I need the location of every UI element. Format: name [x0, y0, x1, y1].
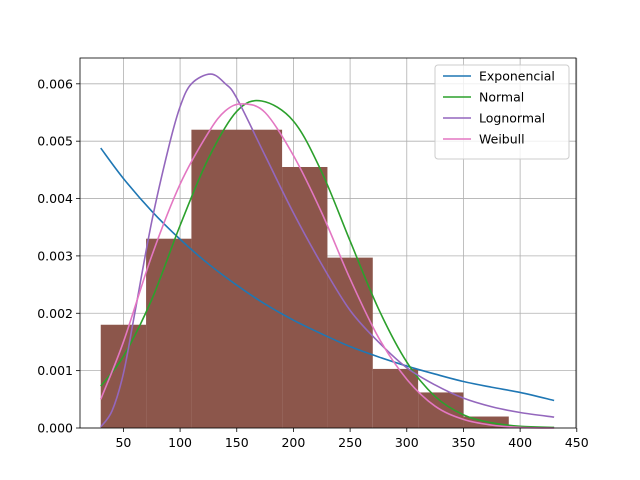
- legend-label: Weibull: [479, 132, 525, 147]
- histogram-bar: [282, 166, 328, 428]
- y-tick-label: 0.004: [37, 191, 73, 206]
- series-line-exponencial: [100, 147, 555, 402]
- y-tick-label: 0.003: [37, 248, 73, 263]
- y-tick-label: 0.002: [37, 306, 73, 321]
- histogram-bar: [191, 129, 283, 428]
- y-tick-label: 0.006: [37, 76, 73, 91]
- y-tick-label: 0.001: [37, 363, 73, 378]
- x-tick-label: 150: [225, 435, 249, 450]
- x-tick-label: 350: [452, 435, 476, 450]
- x-tick-label: 250: [338, 435, 362, 450]
- x-tick-label: 450: [565, 435, 589, 450]
- legend-label: Exponencial: [479, 69, 555, 84]
- x-tick-label: 400: [508, 435, 532, 450]
- legend: Exponencial Normal Lognormal Weibull: [434, 64, 570, 160]
- x-tick-label: 100: [168, 435, 192, 450]
- x-axis: 50 100 150 200 250 300 350 400 450: [115, 428, 589, 450]
- y-tick-label: 0.000: [37, 421, 73, 436]
- histogram-bar: [146, 238, 192, 428]
- x-tick-label: 300: [395, 435, 419, 450]
- histogram-bar: [327, 257, 373, 428]
- legend-label: Lognormal: [479, 111, 545, 126]
- series-line-normal: [100, 99, 555, 429]
- distribution-curves: [99, 73, 555, 429]
- plot-frame: [79, 57, 577, 429]
- histogram-bar: [372, 368, 419, 428]
- x-tick-label: 200: [281, 435, 305, 450]
- x-tick-label: 50: [115, 435, 131, 450]
- series-line-lognormal: [100, 73, 555, 428]
- y-tick-label: 0.005: [37, 134, 73, 149]
- legend-label: Normal: [479, 90, 524, 105]
- legend-box: [434, 64, 570, 160]
- y-axis: 0.000 0.001 0.002 0.003 0.004 0.005 0.006: [37, 76, 80, 436]
- series-line-weibull: [99, 103, 555, 429]
- histogram-bars: [100, 129, 509, 428]
